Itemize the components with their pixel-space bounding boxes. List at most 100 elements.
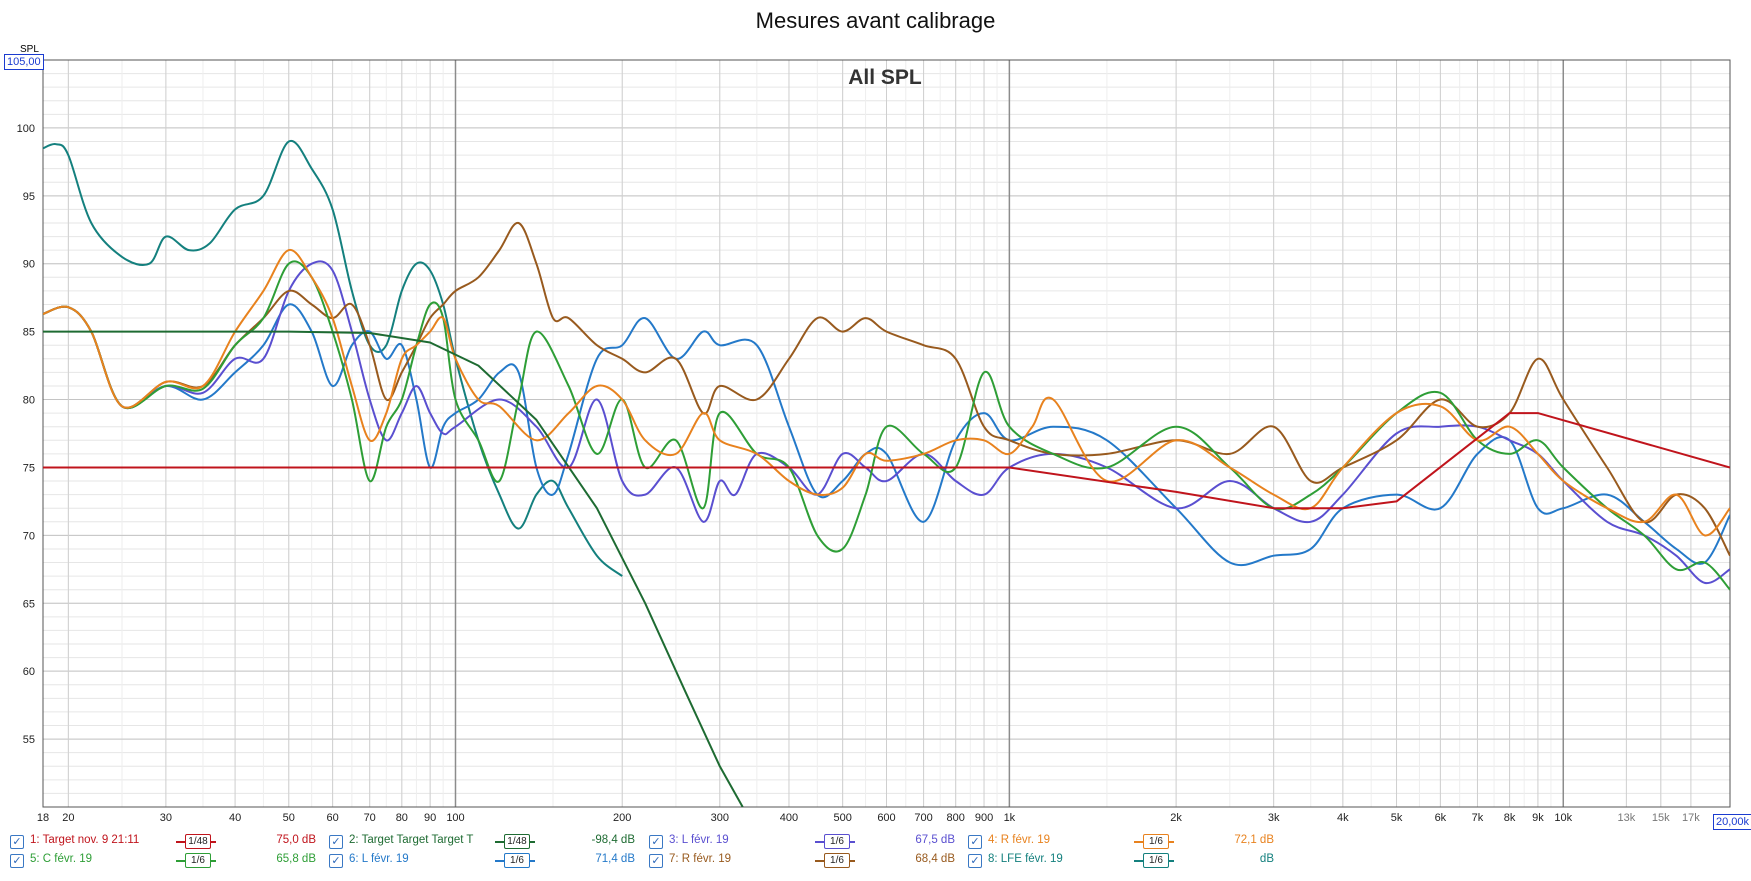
x-tick-label: 8k bbox=[1504, 812, 1516, 824]
x-tick-label: 2k bbox=[1170, 812, 1182, 824]
smoothing-label: 1/6 bbox=[504, 853, 530, 868]
smoothing-label: 1/6 bbox=[824, 834, 850, 849]
y-tick-label: 90 bbox=[23, 259, 35, 271]
legend-item[interactable]: ✓ 5: C févr. 19 1/6 65,8 dB bbox=[10, 853, 320, 873]
legend-item[interactable]: ✓ 8: LFE févr. 19 1/6 dB bbox=[968, 853, 1278, 873]
x-tick-label: 50 bbox=[283, 812, 295, 824]
smoothing-label: 1/6 bbox=[1143, 853, 1169, 868]
series-level: 68,4 dB bbox=[915, 853, 955, 865]
series-visibility-checkbox[interactable]: ✓ bbox=[968, 835, 982, 849]
x-tick-label: 17k bbox=[1682, 812, 1700, 824]
legend-item[interactable]: ✓ 4: R févr. 19 1/6 72,1 dB bbox=[968, 834, 1278, 854]
y-axis-unit: SPL bbox=[20, 44, 39, 55]
series-visibility-checkbox[interactable]: ✓ bbox=[10, 835, 24, 849]
y-tick-label: 85 bbox=[23, 327, 35, 339]
smoothing-button[interactable]: 1/48 bbox=[495, 834, 535, 849]
x-tick-label: 30 bbox=[160, 812, 172, 824]
series-name: 8: LFE févr. 19 bbox=[988, 853, 1063, 865]
y-tick-label: 95 bbox=[23, 191, 35, 203]
x-tick-label: 200 bbox=[613, 812, 631, 824]
x-tick-label: 800 bbox=[947, 812, 965, 824]
x-max-input[interactable]: 20,00k bbox=[1713, 814, 1751, 830]
series-name: 6: L févr. 19 bbox=[349, 853, 409, 865]
series-level: 75,0 dB bbox=[276, 834, 316, 846]
series-level: 65,8 dB bbox=[276, 853, 316, 865]
x-tick-label: 7k bbox=[1472, 812, 1484, 824]
chart-tick-labels: 55 60 65 70 75 80 85 90 95 100 18 20 30 40 50 60 70 80 90 1… bbox=[17, 123, 1701, 824]
y-tick-label: 55 bbox=[23, 734, 35, 746]
chart-grid bbox=[42, 59, 1731, 808]
series-visibility-checkbox[interactable]: ✓ bbox=[329, 835, 343, 849]
series-level: 71,4 dB bbox=[595, 853, 635, 865]
y-tick-label: 70 bbox=[23, 530, 35, 542]
x-tick-label: 1k bbox=[1004, 812, 1016, 824]
series-level: 72,1 dB bbox=[1234, 834, 1274, 846]
smoothing-button[interactable]: 1/6 bbox=[495, 853, 535, 868]
x-tick-label: 400 bbox=[780, 812, 798, 824]
smoothing-label: 1/48 bbox=[504, 834, 530, 849]
x-tick-label: 3k bbox=[1268, 812, 1280, 824]
x-tick-label: 10k bbox=[1554, 812, 1572, 824]
x-tick-label: 18 bbox=[37, 812, 49, 824]
x-tick-label: 90 bbox=[424, 812, 436, 824]
y-tick-label: 75 bbox=[23, 462, 35, 474]
x-tick-label: 40 bbox=[229, 812, 241, 824]
x-tick-label: 70 bbox=[364, 812, 376, 824]
plot-frame bbox=[42, 59, 1731, 808]
legend-item[interactable]: ✓ 3: L févr. 19 1/6 67,5 dB bbox=[649, 834, 959, 854]
series-line-4 bbox=[43, 249, 1730, 537]
legend: ✓ 1: Target nov. 9 21:11 1/48 75,0 dB ✓ 2: Ta… bbox=[0, 832, 1751, 881]
smoothing-button[interactable]: 1/48 bbox=[176, 834, 216, 849]
series-level: dB bbox=[1259, 853, 1274, 865]
smoothing-label: 1/6 bbox=[1143, 834, 1169, 849]
legend-item[interactable]: ✓ 7: R févr. 19 1/6 68,4 dB bbox=[649, 853, 959, 873]
y-tick-label: 100 bbox=[17, 123, 35, 135]
smoothing-button[interactable]: 1/6 bbox=[1134, 853, 1174, 868]
page-title: Mesures avant calibrage bbox=[755, 8, 996, 33]
x-tick-label: 20 bbox=[62, 812, 74, 824]
series-name: 7: R févr. 19 bbox=[669, 853, 732, 865]
series-line-3 bbox=[43, 260, 1730, 585]
y-tick-label: 80 bbox=[23, 395, 35, 407]
series-visibility-checkbox[interactable]: ✓ bbox=[329, 854, 343, 868]
y-tick-label: 65 bbox=[23, 598, 35, 610]
smoothing-button[interactable]: 1/6 bbox=[176, 853, 216, 868]
smoothing-label: 1/6 bbox=[824, 853, 850, 868]
series-name: 3: L févr. 19 bbox=[669, 834, 729, 846]
x-tick-label: 80 bbox=[396, 812, 408, 824]
series-visibility-checkbox[interactable]: ✓ bbox=[968, 854, 982, 868]
series-name: 5: C févr. 19 bbox=[30, 853, 93, 865]
x-tick-label: 5k bbox=[1391, 812, 1403, 824]
x-tick-label: 900 bbox=[975, 812, 993, 824]
chart-series bbox=[43, 139, 1730, 807]
series-line-1 bbox=[43, 412, 1730, 510]
legend-item[interactable]: ✓ 1: Target nov. 9 21:11 1/48 75,0 dB bbox=[10, 834, 320, 854]
x-tick-label: 60 bbox=[326, 812, 338, 824]
series-level: 67,5 dB bbox=[915, 834, 955, 846]
y-max-input[interactable]: 105,00 bbox=[4, 54, 44, 70]
smoothing-label: 1/48 bbox=[185, 834, 211, 849]
x-tick-label: 15k bbox=[1652, 812, 1670, 824]
series-name: 1: Target nov. 9 21:11 bbox=[30, 834, 140, 846]
smoothing-button[interactable]: 1/6 bbox=[815, 853, 855, 868]
smoothing-button[interactable]: 1/6 bbox=[815, 834, 855, 849]
y-tick-label: 60 bbox=[23, 666, 35, 678]
series-visibility-checkbox[interactable]: ✓ bbox=[10, 854, 24, 868]
x-tick-label: 600 bbox=[877, 812, 895, 824]
x-tick-label: 9k bbox=[1532, 812, 1544, 824]
x-tick-label: 300 bbox=[711, 812, 729, 824]
x-tick-label: 6k bbox=[1435, 812, 1447, 824]
x-tick-label: 13k bbox=[1618, 812, 1636, 824]
series-visibility-checkbox[interactable]: ✓ bbox=[649, 854, 663, 868]
smoothing-button[interactable]: 1/6 bbox=[1134, 834, 1174, 849]
series-visibility-checkbox[interactable]: ✓ bbox=[649, 835, 663, 849]
legend-item[interactable]: ✓ 2: Target Target Target T 1/48 -98,4 dB bbox=[329, 834, 639, 854]
x-tick-label: 4k bbox=[1337, 812, 1349, 824]
series-name: 2: Target Target Target T bbox=[349, 834, 474, 846]
x-tick-label: 700 bbox=[914, 812, 932, 824]
legend-item[interactable]: ✓ 6: L févr. 19 1/6 71,4 dB bbox=[329, 853, 639, 873]
smoothing-label: 1/6 bbox=[185, 853, 211, 868]
chart-title: All SPL bbox=[848, 66, 922, 89]
x-tick-label: 100 bbox=[446, 812, 464, 824]
